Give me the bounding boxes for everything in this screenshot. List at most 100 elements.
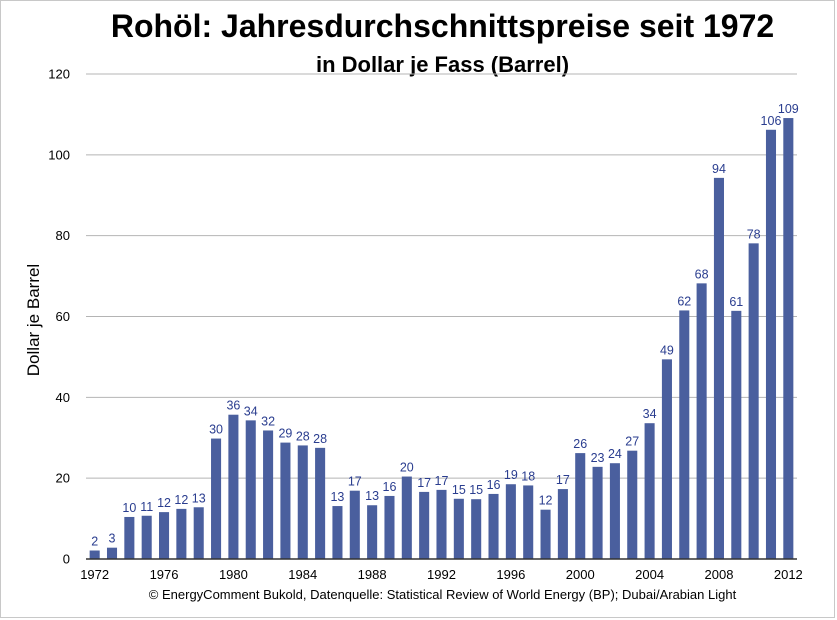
y-tick-label: 120 — [48, 67, 70, 82]
bar — [557, 489, 568, 559]
bar — [748, 243, 759, 560]
bar — [436, 489, 447, 559]
bar — [488, 493, 499, 559]
data-label: 19 — [504, 468, 518, 482]
bar — [401, 476, 412, 559]
y-tick-labels: 0 20 40 60 80 100 120 — [48, 67, 70, 567]
data-label: 15 — [469, 483, 483, 497]
bar — [696, 283, 707, 559]
data-label: 26 — [573, 437, 587, 451]
data-label: 13 — [192, 491, 206, 505]
data-label: 109 — [778, 102, 799, 116]
x-tick-label: 2000 — [566, 567, 595, 582]
data-label: 15 — [452, 483, 466, 497]
data-label: 34 — [643, 407, 657, 421]
x-tick-label: 1976 — [150, 567, 179, 582]
data-label: 12 — [539, 494, 553, 508]
chart-subtitle: in Dollar je Fass (Barrel) — [315, 52, 570, 77]
source-note: © EnergyComment Bukold, Datenquelle: Sta… — [148, 587, 737, 602]
data-label: 32 — [261, 414, 275, 428]
data-label: 12 — [174, 493, 188, 507]
gridlines — [86, 73, 797, 479]
data-label: 10 — [122, 501, 136, 515]
data-label: 12 — [157, 496, 171, 510]
x-tick-label: 1992 — [427, 567, 456, 582]
bar — [263, 430, 274, 559]
x-tick-label: 2012 — [774, 567, 803, 582]
bar — [384, 495, 395, 559]
data-label: 30 — [209, 423, 223, 437]
bar — [713, 177, 724, 559]
data-label: 94 — [712, 162, 726, 176]
y-tick-label: 20 — [56, 471, 70, 486]
bar — [644, 423, 655, 559]
data-label: 36 — [226, 399, 240, 413]
bar — [592, 466, 603, 559]
bar — [315, 447, 326, 559]
data-label: 17 — [435, 474, 449, 488]
data-label: 68 — [695, 267, 709, 281]
bar — [575, 453, 586, 559]
x-tick-label: 2004 — [635, 567, 664, 582]
data-label: 78 — [747, 227, 761, 241]
data-label: 17 — [556, 473, 570, 487]
bar — [679, 310, 690, 559]
bar — [176, 508, 187, 559]
bar — [159, 512, 170, 559]
bar — [124, 516, 135, 559]
x-tick-label: 1996 — [496, 567, 525, 582]
data-label: 11 — [140, 500, 153, 514]
chart-title: Rohöl: Jahresdurchschnittspreise seit 19… — [110, 8, 775, 44]
bar — [453, 498, 464, 559]
bar — [280, 442, 291, 559]
x-tick-label: 1972 — [80, 567, 109, 582]
y-tick-label: 60 — [56, 309, 70, 324]
bar — [89, 550, 100, 559]
y-tick-label: 0 — [63, 552, 70, 567]
x-tick-labels: 1972 1976 1980 1984 1988 1992 1996 2000 2004 2008… — [80, 567, 803, 582]
bar — [106, 547, 118, 559]
bar — [505, 484, 516, 559]
data-label: 28 — [296, 429, 310, 443]
bar — [661, 359, 672, 559]
data-label: 27 — [625, 435, 639, 449]
data-label: 49 — [660, 343, 674, 357]
data-label: 3 — [109, 532, 116, 546]
data-label: 28 — [313, 432, 327, 446]
bar — [471, 499, 482, 559]
bar — [349, 490, 360, 559]
bar — [245, 420, 256, 559]
bar — [297, 445, 308, 559]
bar — [193, 507, 204, 559]
bar — [731, 310, 742, 559]
data-label: 18 — [521, 469, 535, 483]
y-tick-label: 40 — [56, 390, 70, 405]
data-label: 20 — [400, 461, 414, 475]
bars — [89, 118, 794, 560]
data-label: 24 — [608, 447, 622, 461]
bar — [367, 505, 378, 559]
data-label: 34 — [244, 404, 258, 418]
data-label: 17 — [417, 476, 431, 490]
y-tick-label: 80 — [56, 228, 70, 243]
data-label: 16 — [383, 480, 397, 494]
data-label: 106 — [761, 114, 782, 128]
data-label: 61 — [729, 295, 743, 309]
bar — [783, 118, 794, 559]
bar — [332, 506, 343, 559]
y-tick-label: 100 — [48, 147, 70, 162]
x-tick-label: 2008 — [705, 567, 734, 582]
bar — [141, 515, 152, 559]
bar — [419, 491, 430, 559]
x-tick-label: 1980 — [219, 567, 248, 582]
data-label: 13 — [330, 490, 344, 504]
x-tick-label: 1988 — [358, 567, 387, 582]
bar — [627, 450, 638, 559]
bar — [765, 129, 777, 559]
data-label: 13 — [365, 489, 379, 503]
bar — [211, 438, 222, 559]
data-label: 16 — [487, 478, 501, 492]
